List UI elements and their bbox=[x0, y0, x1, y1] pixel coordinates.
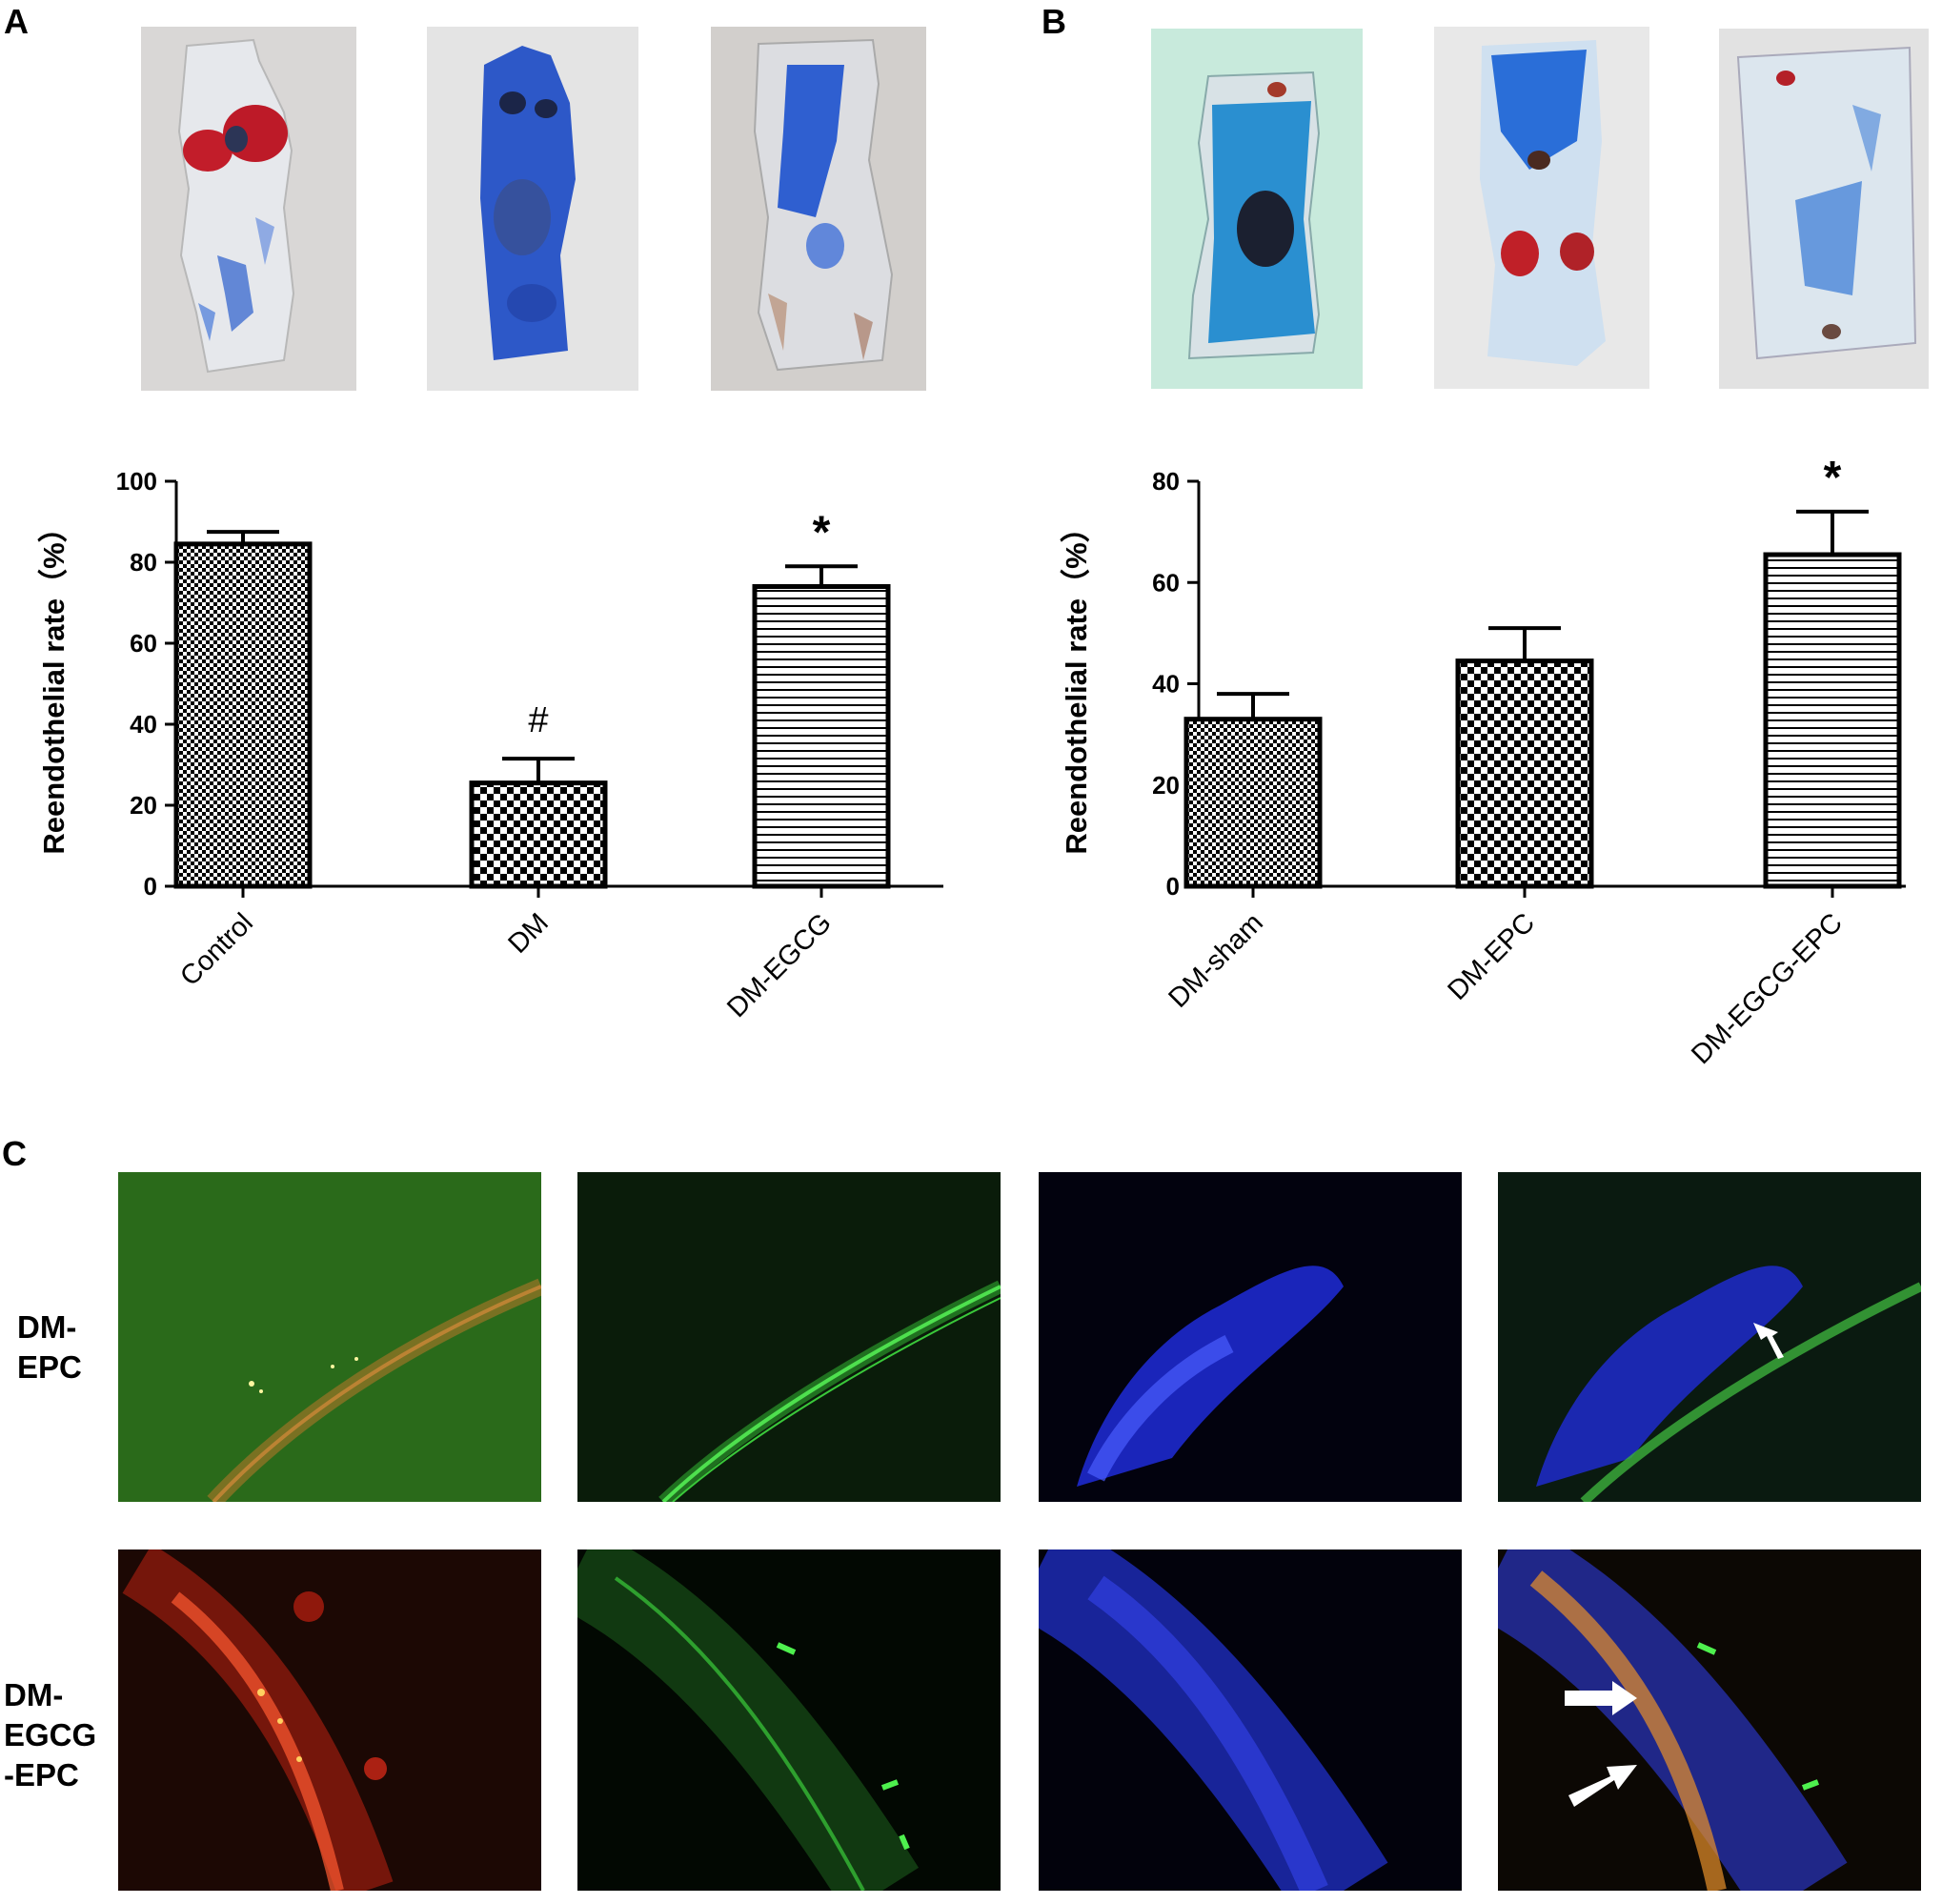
fluor-r2-blue bbox=[1039, 1550, 1462, 1891]
fluor-r1-merge bbox=[1498, 1172, 1921, 1502]
bar bbox=[469, 780, 608, 889]
x-tick-label: DM-EPC bbox=[1442, 907, 1541, 1006]
bar bbox=[1455, 658, 1594, 889]
significance-marker: * bbox=[1824, 453, 1842, 503]
y-tick-label: 80 bbox=[130, 548, 157, 577]
fluor-r2-red bbox=[118, 1550, 541, 1891]
y-tick-label: 80 bbox=[1152, 467, 1180, 496]
x-tick-label: DM bbox=[502, 907, 555, 960]
fluor-r1-blue bbox=[1039, 1172, 1462, 1502]
panel-label-a: A bbox=[4, 2, 29, 41]
vessel-photo-dm-egcg bbox=[711, 27, 926, 391]
fluor-r2-merge bbox=[1498, 1550, 1921, 1891]
fluor-r1-green bbox=[577, 1172, 1001, 1502]
vessel-photo-control bbox=[141, 27, 356, 391]
y-tick-label: 20 bbox=[130, 791, 157, 820]
y-tick-label: 60 bbox=[130, 629, 157, 658]
y-tick-label: 0 bbox=[144, 872, 157, 901]
x-tick-label: Control bbox=[174, 907, 259, 992]
row-label-dm-epc: DM- EPC bbox=[17, 1309, 82, 1385]
arrow-icon bbox=[1753, 1323, 1784, 1359]
arrow-icon bbox=[1568, 1765, 1637, 1807]
y-tick-label: 40 bbox=[1152, 670, 1180, 699]
significance-marker: # bbox=[528, 700, 548, 740]
significance-marker: * bbox=[813, 507, 831, 557]
bar bbox=[1763, 552, 1902, 889]
y-tick-label: 60 bbox=[1152, 568, 1180, 597]
y-axis-label: Reendothelial rate（%） bbox=[1060, 513, 1093, 854]
x-tick-label: DM-EGCG bbox=[721, 907, 838, 1023]
x-tick-label: DM-sham bbox=[1163, 907, 1268, 1013]
panel-label-c: C bbox=[2, 1134, 27, 1173]
y-tick-label: 40 bbox=[130, 710, 157, 739]
y-tick-label: 20 bbox=[1152, 771, 1180, 800]
chart-a: 0 20 40 60 80 100 Reendothelial rate（%） Control… bbox=[37, 467, 943, 1023]
bar bbox=[173, 541, 313, 889]
bar bbox=[1183, 717, 1323, 889]
fluor-r1-red bbox=[118, 1172, 541, 1502]
arrow-icon bbox=[1565, 1681, 1637, 1715]
vessel-photo-dm-epc bbox=[1434, 27, 1649, 389]
row-label-dm-egcg-epc: DM- EGCG -EPC bbox=[4, 1677, 97, 1793]
panel-label-b: B bbox=[1042, 2, 1066, 41]
y-axis-label: Reendothelial rate（%） bbox=[37, 513, 71, 854]
y-tick-label: 0 bbox=[1166, 872, 1180, 901]
vessel-photo-dm-sham bbox=[1151, 29, 1363, 389]
fluor-r2-green bbox=[577, 1550, 1001, 1891]
vessel-photo-dm-egcg-epc bbox=[1719, 29, 1929, 389]
vessel-photo-dm bbox=[427, 27, 638, 391]
bar bbox=[752, 584, 891, 889]
x-tick-label: DM-EGCG-EPC bbox=[1686, 907, 1849, 1070]
y-tick-label: 100 bbox=[116, 467, 157, 496]
chart-b: 0 20 40 60 80 Reendothelial rate（%） DM-sham DM-… bbox=[1060, 453, 1906, 1070]
